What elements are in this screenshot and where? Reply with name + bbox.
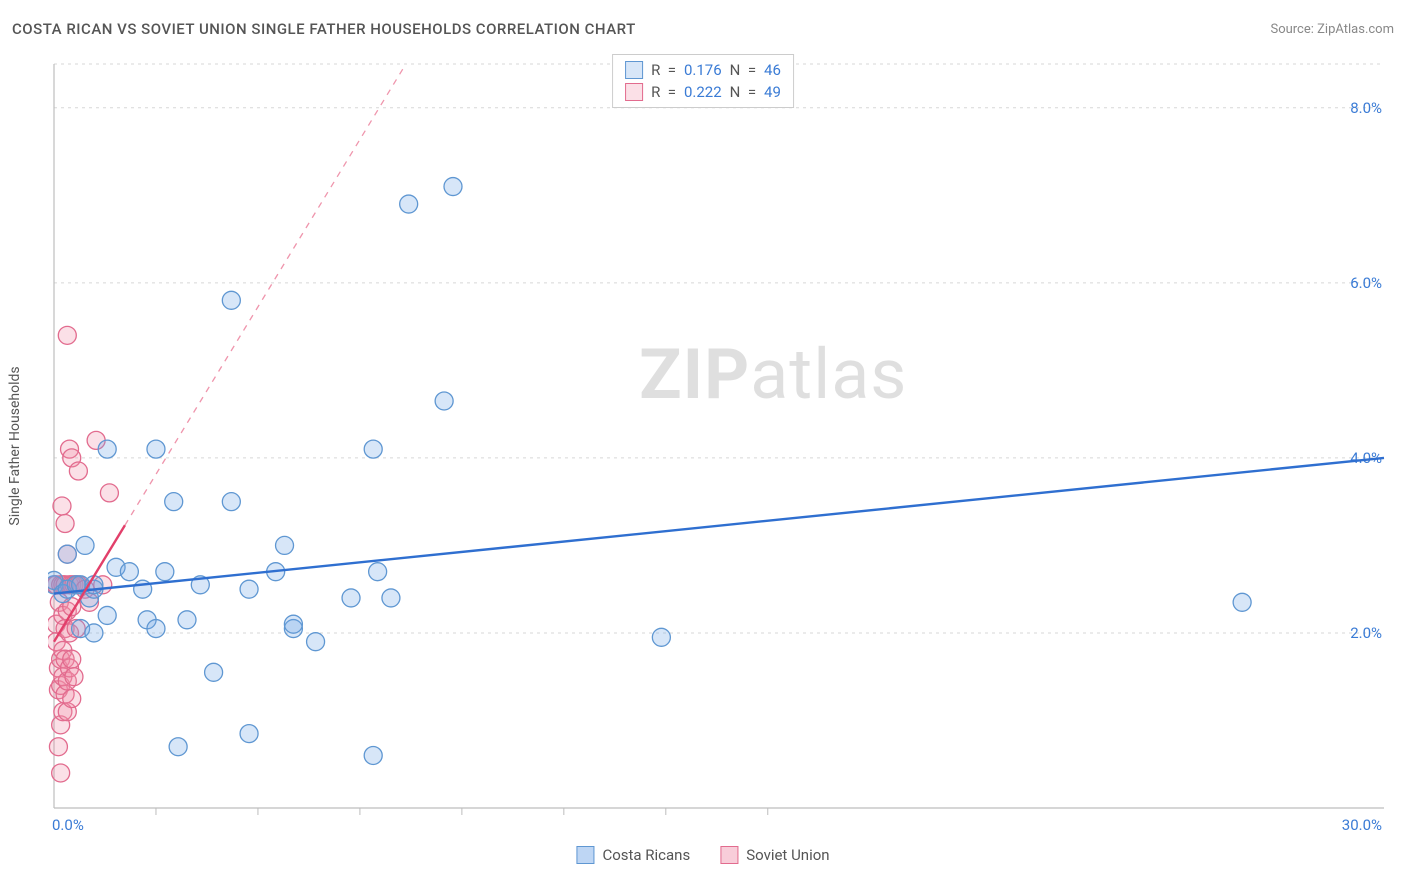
stats-row-1: R = 0.176 N = 46 [625, 59, 781, 81]
stats-r-label-1: R = [651, 61, 676, 79]
svg-text:8.0%: 8.0% [1350, 99, 1382, 117]
legend-swatch-2 [720, 846, 738, 864]
stats-legend: R = 0.176 N = 46 R = 0.222 N = 49 [612, 54, 794, 108]
y-axis-label: Single Father Households [7, 366, 23, 525]
source-link[interactable]: ZipAtlas.com [1317, 22, 1394, 37]
header: COSTA RICAN VS SOVIET UNION SINGLE FATHE… [12, 20, 1394, 38]
stats-r-value-1: 0.176 [684, 61, 722, 79]
series-legend: Costa Ricans Soviet Union [576, 846, 829, 864]
legend-item-1: Costa Ricans [576, 846, 690, 864]
stats-r-label-2: R = [651, 83, 676, 101]
stats-swatch-2 [625, 83, 643, 101]
source-label: Source: [1270, 22, 1317, 37]
chart-area: 2.0%4.0%6.0%8.0%0.0%30.0% [48, 50, 1388, 840]
legend-swatch-1 [576, 846, 594, 864]
stats-n-label-2: N = [730, 83, 756, 101]
stats-row-2: R = 0.222 N = 49 [625, 81, 781, 103]
legend-label-1: Costa Ricans [602, 846, 690, 864]
chart-container: COSTA RICAN VS SOVIET UNION SINGLE FATHE… [0, 0, 1406, 892]
svg-text:0.0%: 0.0% [52, 816, 84, 834]
stats-swatch-1 [625, 61, 643, 79]
svg-text:30.0%: 30.0% [1342, 816, 1382, 834]
svg-text:6.0%: 6.0% [1350, 274, 1382, 292]
stats-n-value-1: 46 [764, 61, 781, 79]
stats-n-label-1: N = [730, 61, 756, 79]
stats-n-value-2: 49 [764, 83, 781, 101]
source-attribution: Source: ZipAtlas.com [1270, 22, 1394, 37]
legend-item-2: Soviet Union [720, 846, 829, 864]
chart-title: COSTA RICAN VS SOVIET UNION SINGLE FATHE… [12, 20, 636, 38]
stats-r-value-2: 0.222 [684, 83, 722, 101]
svg-text:2.0%: 2.0% [1350, 624, 1382, 642]
chart-svg: 2.0%4.0%6.0%8.0%0.0%30.0% [48, 50, 1388, 840]
legend-label-2: Soviet Union [746, 846, 829, 864]
